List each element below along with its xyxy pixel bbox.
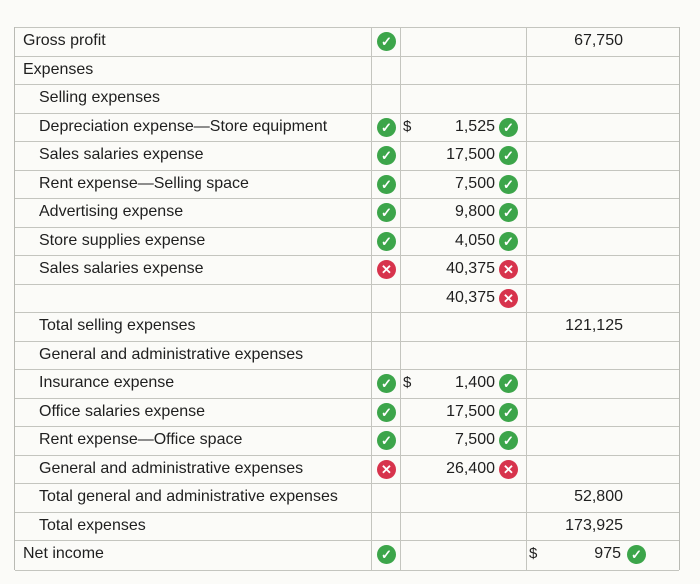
amount-field[interactable]: 9,800 [454, 203, 495, 220]
checkmark-icon: ✓ [377, 146, 396, 165]
checkmark-icon: ✓ [499, 146, 518, 165]
checkmark-icon: ✓ [377, 32, 396, 51]
row-label[interactable]: General and administrative expenses [39, 345, 304, 363]
table-row: Insurance expense ✓ $1,400 ✓ [15, 369, 679, 398]
checkmark-icon: ✓ [627, 545, 646, 564]
checkmark-icon: ✓ [377, 374, 396, 393]
table-row: Rent expense—Office space ✓ 7,500 ✓ [15, 426, 679, 455]
checkmark-icon: ✓ [499, 203, 518, 222]
table-row: Rent expense—Selling space ✓ 7,500 ✓ [15, 169, 679, 199]
row-label[interactable]: Insurance expense [39, 374, 175, 391]
checkmark-icon: ✓ [377, 402, 396, 422]
table-row: Net income ✓ $975 ✓ [15, 540, 679, 569]
x-icon: ✕ [377, 260, 396, 279]
checkmark-icon: ✓ [499, 402, 518, 422]
checkmark-icon: ✓ [377, 203, 396, 222]
amount-field[interactable]: 26,400 [446, 459, 495, 477]
income-statement-table: Gross profit ✓ 67,750 Expenses Selling expen… [14, 27, 680, 571]
dollar-sign: $ [403, 374, 412, 391]
table-row: Store supplies expense ✓ 4,050 ✓ [15, 226, 679, 256]
row-label[interactable]: Selling expenses [39, 89, 160, 106]
row-label[interactable]: Sales salaries expense [39, 146, 204, 163]
amount-field[interactable]: 40,375 [446, 260, 495, 277]
total-amount-field[interactable]: 52,800 [574, 488, 623, 505]
table-row: Total general and administrative expense… [15, 483, 679, 512]
row-label[interactable]: Expenses [23, 60, 94, 78]
x-icon: ✕ [499, 459, 518, 479]
dollar-sign: $ [403, 117, 412, 135]
checkmark-icon: ✓ [377, 545, 396, 564]
column-divider [400, 27, 401, 570]
row-label[interactable]: Rent expense—Selling space [39, 174, 249, 192]
total-amount-field[interactable]: 173,925 [565, 516, 623, 534]
row-label[interactable]: Net income [23, 545, 104, 562]
total-amount-field[interactable]: 975 [594, 545, 621, 562]
table-row: Total expenses 173,925 [15, 511, 679, 541]
amount-field[interactable]: 7,500 [454, 174, 495, 192]
table-row: Sales salaries expense ✓ 17,500 ✓ [15, 141, 679, 170]
amount-field[interactable]: 7,500 [454, 431, 495, 448]
table-row: General and administrative expenses ✕ 26,4… [15, 454, 679, 484]
row-label[interactable]: Gross profit [23, 32, 106, 49]
total-amount-field[interactable]: 67,750 [574, 32, 623, 49]
row-label[interactable]: General and administrative expenses [39, 459, 304, 477]
row-label[interactable]: Total general and administrative expense… [39, 488, 338, 505]
table-row: Office salaries expense ✓ 17,500 ✓ [15, 397, 679, 427]
row-label[interactable]: Sales salaries expense [39, 260, 204, 277]
bottom-border [15, 570, 679, 571]
column-divider [371, 27, 372, 570]
row-label[interactable]: Advertising expense [39, 203, 184, 220]
table-row: 40,375 ✕ [15, 283, 679, 313]
checkmark-icon: ✓ [377, 431, 396, 450]
row-label[interactable]: Total expenses [39, 516, 146, 534]
amount-field[interactable]: 4,050 [454, 231, 495, 249]
table-row: Total selling expenses 121,125 [15, 312, 679, 341]
table-row: Expenses [15, 55, 679, 85]
table-row: Sales salaries expense ✕ 40,375 ✕ [15, 255, 679, 284]
checkmark-icon: ✓ [499, 431, 518, 450]
table-row: Gross profit ✓ 67,750 [15, 27, 679, 56]
amount-field[interactable]: 17,500 [446, 402, 495, 420]
total-amount-field[interactable]: 121,125 [565, 317, 623, 334]
amount-field[interactable]: 40,375 [446, 288, 495, 306]
table-row: Selling expenses [15, 84, 679, 113]
checkmark-icon: ✓ [499, 231, 518, 251]
checkmark-icon: ✓ [377, 174, 396, 194]
column-divider [526, 27, 527, 570]
amount-field[interactable]: 1,525 [454, 117, 495, 135]
x-icon: ✕ [499, 288, 518, 308]
table-row: Depreciation expense—Store equipment ✓ $1,… [15, 112, 679, 142]
table-row: General and administrative expenses [15, 340, 679, 370]
checkmark-icon: ✓ [377, 231, 396, 251]
x-icon: ✕ [377, 459, 396, 479]
row-label[interactable]: Store supplies expense [39, 231, 206, 249]
checkmark-icon: ✓ [377, 117, 396, 137]
checkmark-icon: ✓ [499, 174, 518, 194]
row-label[interactable]: Rent expense—Office space [39, 431, 243, 448]
row-label[interactable]: Total selling expenses [39, 317, 196, 334]
row-label[interactable]: Office salaries expense [39, 402, 206, 420]
row-label[interactable]: Depreciation expense—Store equipment [39, 117, 328, 135]
table-row: Advertising expense ✓ 9,800 ✓ [15, 198, 679, 227]
checkmark-icon: ✓ [499, 374, 518, 393]
x-icon: ✕ [499, 260, 518, 279]
amount-field[interactable]: 17,500 [446, 146, 495, 163]
amount-field[interactable]: 1,400 [454, 374, 495, 391]
dollar-sign: $ [529, 545, 538, 562]
checkmark-icon: ✓ [499, 117, 518, 137]
